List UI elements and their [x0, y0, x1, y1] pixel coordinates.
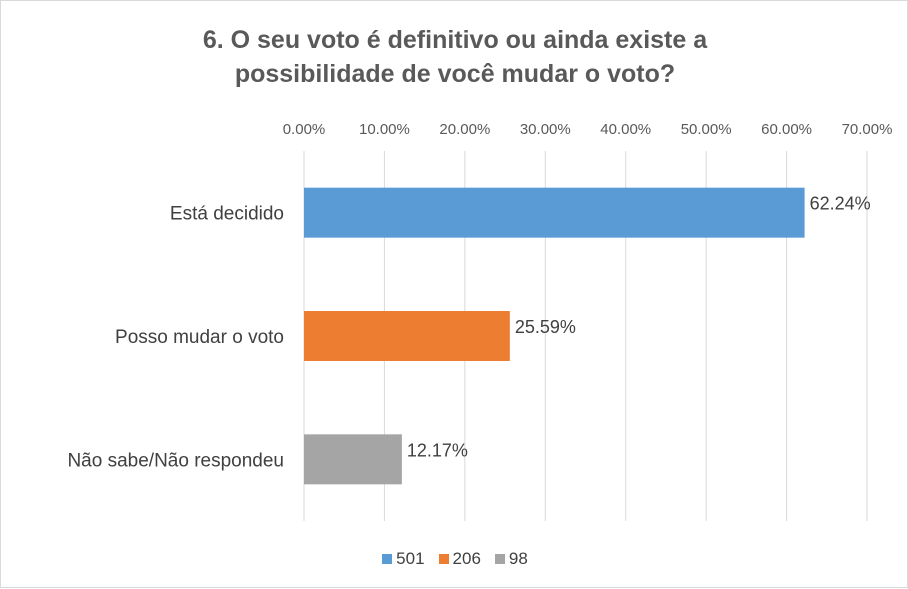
- x-tick-label: 50.00%: [681, 121, 732, 138]
- bar: [304, 187, 805, 238]
- x-tick-label: 70.00%: [842, 121, 893, 138]
- bar: [304, 434, 402, 485]
- legend-swatch: [438, 554, 449, 564]
- category-label: Está decidido: [170, 204, 284, 225]
- bar: [304, 311, 510, 361]
- legend-swatch: [382, 554, 393, 564]
- x-tick-label: 60.00%: [761, 121, 812, 138]
- x-tick-label: 30.00%: [520, 121, 571, 138]
- x-tick-label: 40.00%: [600, 121, 651, 138]
- data-label: 62.24%: [810, 194, 871, 214]
- x-tick-label: 10.00%: [359, 121, 410, 138]
- legend-item: 98: [494, 549, 528, 569]
- x-tick-label: 0.00%: [283, 121, 326, 138]
- chart-title-line-2: possibilidade de você mudar o voto?: [234, 60, 676, 88]
- legend-swatch: [494, 554, 505, 564]
- chart-title-line-1: 6. O seu voto é definitivo ou ainda exis…: [202, 26, 708, 54]
- chart-legend: 501 206 98: [1, 549, 908, 569]
- category-label: Não sabe/Não respondeu: [67, 450, 284, 471]
- chart-title: 6. O seu voto é definitivo ou ainda exis…: [1, 23, 908, 91]
- legend-label: 98: [508, 549, 528, 568]
- data-label: 25.59%: [515, 317, 576, 337]
- data-label: 12.17%: [407, 440, 468, 460]
- legend-label: 501: [396, 549, 425, 568]
- x-tick-label: 20.00%: [439, 121, 490, 138]
- category-label: Posso mudar o voto: [115, 327, 284, 348]
- legend-item: 501: [382, 549, 425, 569]
- legend-label: 206: [452, 549, 481, 568]
- legend-item: 206: [438, 549, 481, 569]
